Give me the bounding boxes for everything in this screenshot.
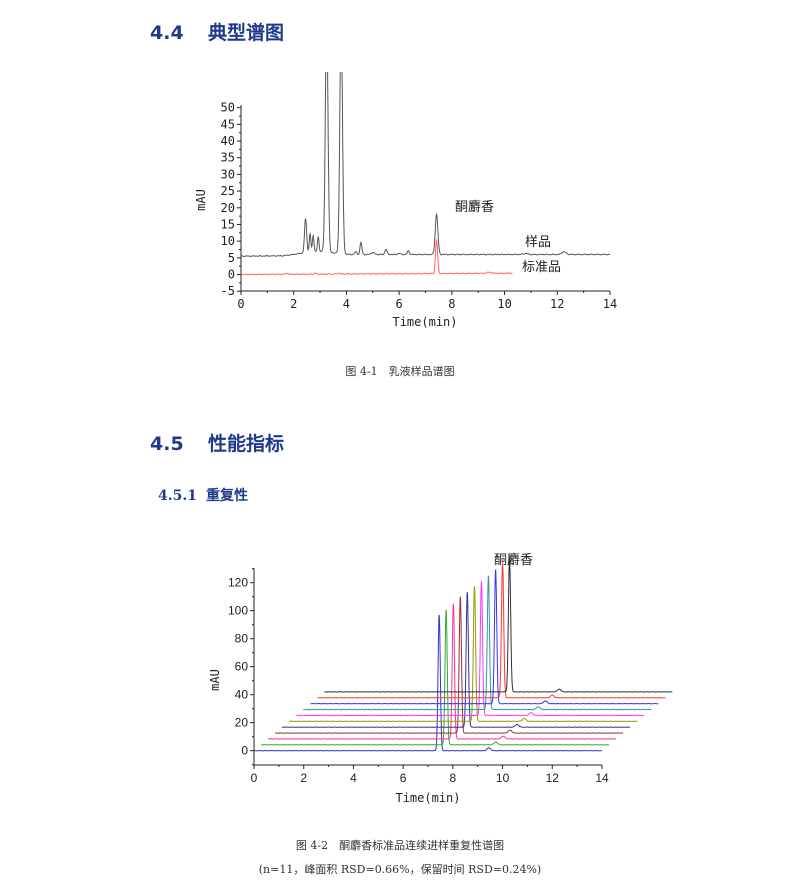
y-tick-label: 35 — [221, 151, 235, 165]
x-tick-label: 10 — [496, 771, 510, 785]
x-tick-label: 8 — [450, 771, 457, 785]
section-number: 4.4 — [150, 22, 184, 44]
trace-6 — [289, 586, 638, 723]
y-tick-label: 10 — [221, 234, 235, 248]
series-label: 样品 — [525, 235, 551, 250]
trace-1 — [254, 614, 602, 752]
y-tick-label: 60 — [235, 660, 249, 674]
figure-4-2-caption: 图 4-2 酮麝香标准品连续进样重复性谱图 — [295, 839, 505, 852]
y-tick-label: 120 — [228, 576, 248, 590]
x-tick-label: 0 — [237, 297, 244, 311]
section-heading-4-4: 4.4 典型谱图 — [150, 18, 284, 45]
x-tick-label: 8 — [448, 297, 455, 311]
y-tick-label: -5 — [221, 284, 235, 298]
y-tick-label: 20 — [235, 716, 249, 730]
figure-4-1-caption: 图 4-1 乳液样品谱图 — [345, 365, 455, 378]
x-tick-label: 12 — [550, 297, 564, 311]
subsection-number: 4.5.1 — [158, 488, 197, 504]
peak-annotation: 酮麝香 — [494, 553, 533, 568]
x-tick-label: 12 — [546, 771, 560, 785]
subsection-heading-4-5-1: 4.5.1 重复性 — [158, 485, 248, 505]
section-number: 4.5 — [150, 433, 184, 455]
trace-8 — [303, 575, 652, 711]
chart-1: 0 2 4 6 8 10 12 14-505101520253035404550mAUTime… — [194, 72, 617, 329]
y-tick-label: 40 — [235, 688, 249, 702]
y-axis-label: mAU — [194, 189, 208, 211]
chart-2: 0 2 4 6 8 10 12 14 0 20 40 60 80 100 120 mAU Time(min) 酮麝… — [208, 553, 673, 805]
trace-4 — [275, 596, 624, 734]
x-axis-label: Time(min) — [395, 791, 460, 805]
peak-annotation: 酮麝香 — [455, 200, 494, 215]
section-heading-4-5: 4.5 性能指标 — [150, 429, 284, 456]
y-tick-label: 40 — [221, 134, 235, 148]
y-tick-label: 15 — [221, 217, 235, 231]
x-tick-label: 2 — [300, 771, 307, 785]
trace-7 — [296, 581, 645, 717]
x-tick-label: 4 — [343, 297, 350, 311]
y-tick-label: 45 — [221, 117, 235, 131]
x-tick-label: 0 — [251, 771, 258, 785]
y-tick-label: 30 — [221, 167, 235, 181]
trace-1 — [240, 72, 610, 258]
trace-9 — [310, 569, 659, 705]
y-axis-label: mAU — [208, 669, 222, 691]
y-tick-label: 25 — [221, 184, 235, 198]
y-tick-label: 0 — [241, 744, 248, 758]
subsection-title: 重复性 — [206, 488, 248, 504]
section-title: 典型谱图 — [208, 22, 285, 44]
trace-11 — [324, 557, 673, 693]
y-tick-label: 0 — [228, 268, 235, 282]
trace-3 — [267, 603, 617, 740]
x-tick-label: 2 — [290, 297, 297, 311]
x-tick-label: 6 — [400, 771, 407, 785]
x-tick-label: 14 — [603, 297, 617, 311]
section-title: 性能指标 — [208, 433, 285, 455]
x-tick-label: 10 — [497, 297, 511, 311]
trace-2 — [240, 238, 513, 276]
y-tick-label: 5 — [228, 251, 235, 265]
x-tick-label: 4 — [350, 771, 357, 785]
trace-5 — [282, 592, 631, 728]
y-tick-label: 50 — [221, 101, 235, 115]
y-tick-label: 20 — [221, 201, 235, 215]
x-tick-label: 6 — [396, 297, 403, 311]
x-axis-label: Time(min) — [392, 315, 457, 329]
y-tick-label: 80 — [235, 632, 249, 646]
series-label: 标准品 — [522, 260, 561, 275]
trace-10 — [317, 563, 666, 699]
x-tick-label: 14 — [595, 771, 609, 785]
figure-4-2-subcaption: (n=11，峰面积 RSD=0.66%，保留时间 RSD=0.24%) — [258, 863, 542, 876]
trace-2 — [261, 609, 609, 746]
y-tick-label: 100 — [228, 604, 248, 618]
